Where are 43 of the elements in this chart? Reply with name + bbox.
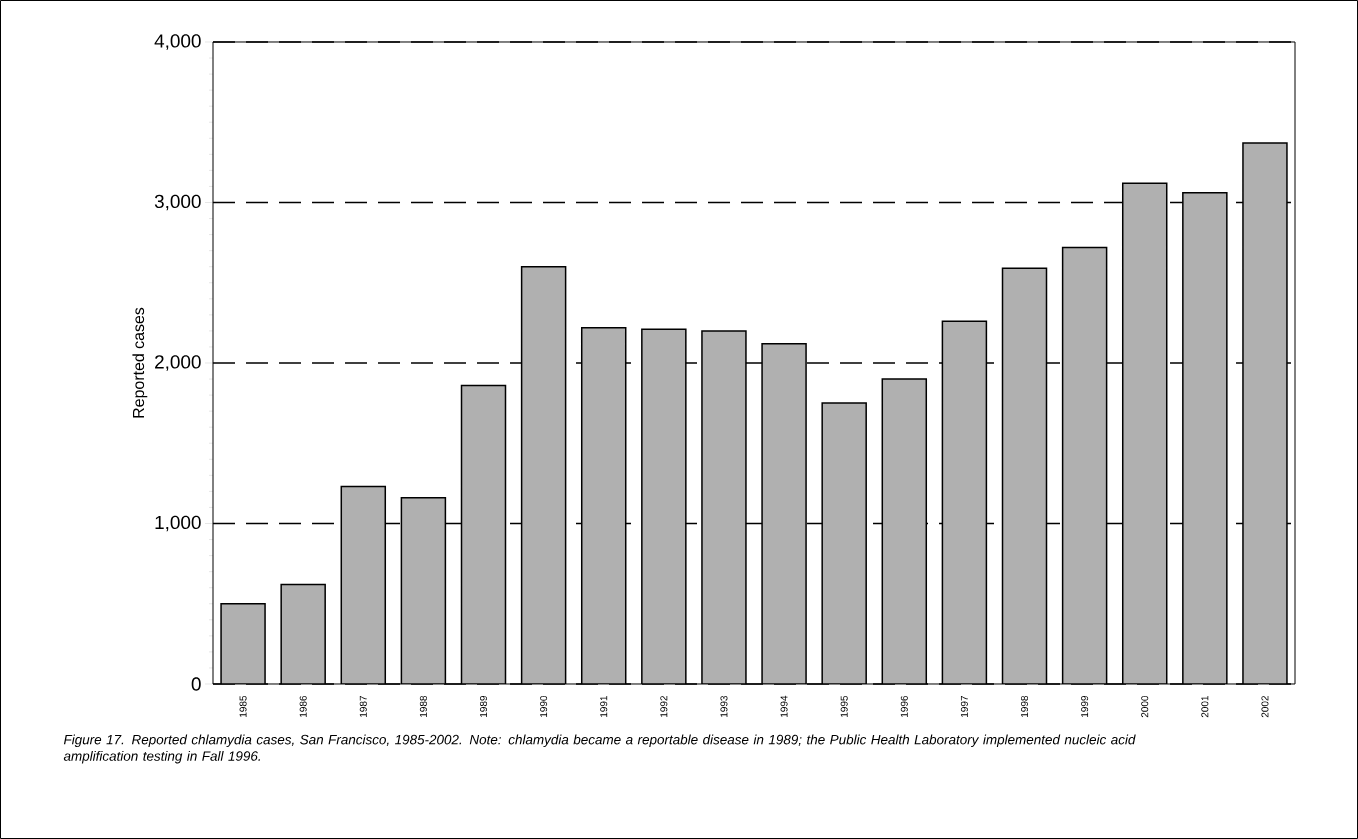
bar [882,379,927,684]
x-tick-label: 1985 [239,695,247,717]
x-tick-label: 1998 [1020,695,1029,717]
x-tick-label: 1992 [660,696,668,717]
bar [641,329,686,684]
y-axis-title: Reported cases [132,307,148,418]
x-tick-label: 2001 [1201,696,1209,718]
bar [1122,183,1167,684]
x-tick-label: 1994 [780,695,788,717]
x-tick-label: 1999 [1081,695,1089,717]
x-tick-label: 2002 [1261,696,1269,718]
bar [221,603,266,684]
bar [1062,247,1107,684]
bar [281,584,326,684]
bar [701,330,746,684]
x-tick-label: 1988 [419,695,427,717]
x-tick-label: 1993 [720,695,728,717]
bar [1002,268,1047,684]
bar [1242,142,1288,684]
x-tick-label: 1989 [479,695,488,717]
bar [942,321,987,684]
bar [1182,192,1227,684]
y-tick-label: 1,000 [155,515,201,532]
x-tick-label: 1995 [840,695,848,717]
y-tick-label: 3,000 [154,194,201,211]
bar [581,327,626,684]
caption: Figure 17. Reported chlamydia cases, San Francisco, 1985-2002. Note: chlamydia became a reportable disease in 1989; the Public Health Laboratory implemented nucleic acid amplification testing in Fall 1996. [63,734,1136,764]
bar [762,343,807,684]
x-tick-label: 1996 [900,695,908,717]
x-tick-label: 2000 [1141,695,1149,718]
bar [401,497,446,684]
x-tick-label: 1986 [299,695,307,717]
bar [341,486,386,684]
y-tick-label: 2,000 [155,355,201,371]
y-tick-label: 0 [191,677,201,691]
x-tick-label: 1987 [359,696,367,717]
bar [822,403,867,684]
bar [521,266,566,684]
x-tick-label: 1991 [600,696,608,717]
y-tick-label: 4,000 [154,34,201,50]
bar [461,385,506,684]
x-tick-label: 1990 [540,695,548,717]
x-tick-label: 1997 [960,696,968,717]
